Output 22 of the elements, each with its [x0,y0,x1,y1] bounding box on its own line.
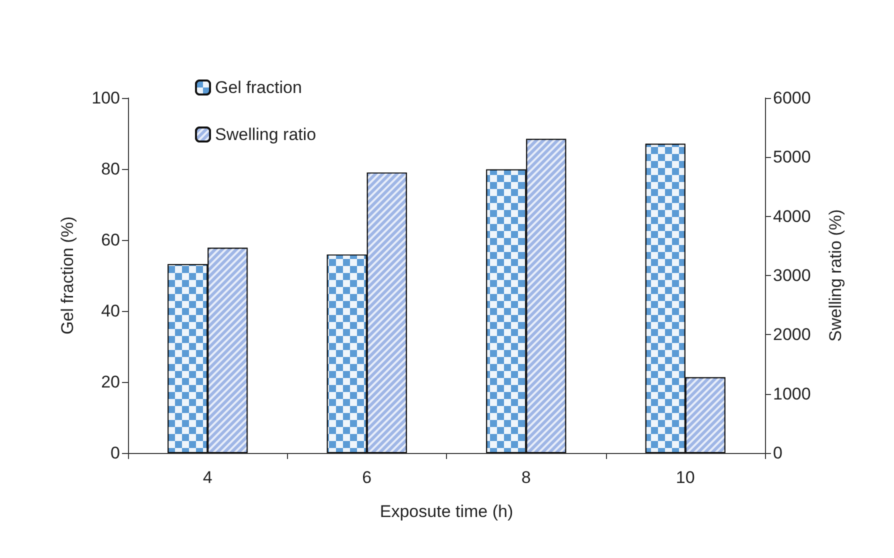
y-tick-label: 20 [101,372,120,392]
y2-tick-label: 5000 [773,148,811,167]
y-tick-label: 0 [110,444,120,462]
y-tick-label: 100 [92,88,120,108]
x-tick-label: 4 [202,468,212,487]
y-axis-title: Gel fraction (%) [58,216,77,335]
y2-tick-label: 0 [773,444,782,462]
legend-label: Swelling ratio [215,125,316,144]
y2-tick-label: 3000 [773,266,811,285]
legend-label: Gel fraction [215,78,302,97]
y2-axis-title: Swelling ratio (%) [826,209,845,342]
y-tick-label: 40 [101,302,120,320]
x-axis-title: Exposute time (h) [380,502,514,521]
y2-tick-label: 6000 [773,88,811,108]
y-tick-label: 80 [101,160,120,178]
y2-tick-label: 4000 [773,206,811,226]
x-tick-label: 10 [676,468,695,487]
x-tick-label: 8 [521,468,531,487]
y2-tick-label: 1000 [773,384,811,404]
y2-tick-label: 2000 [773,325,811,344]
x-tick-label: 6 [362,468,372,487]
y-tick-label: 60 [101,230,120,250]
